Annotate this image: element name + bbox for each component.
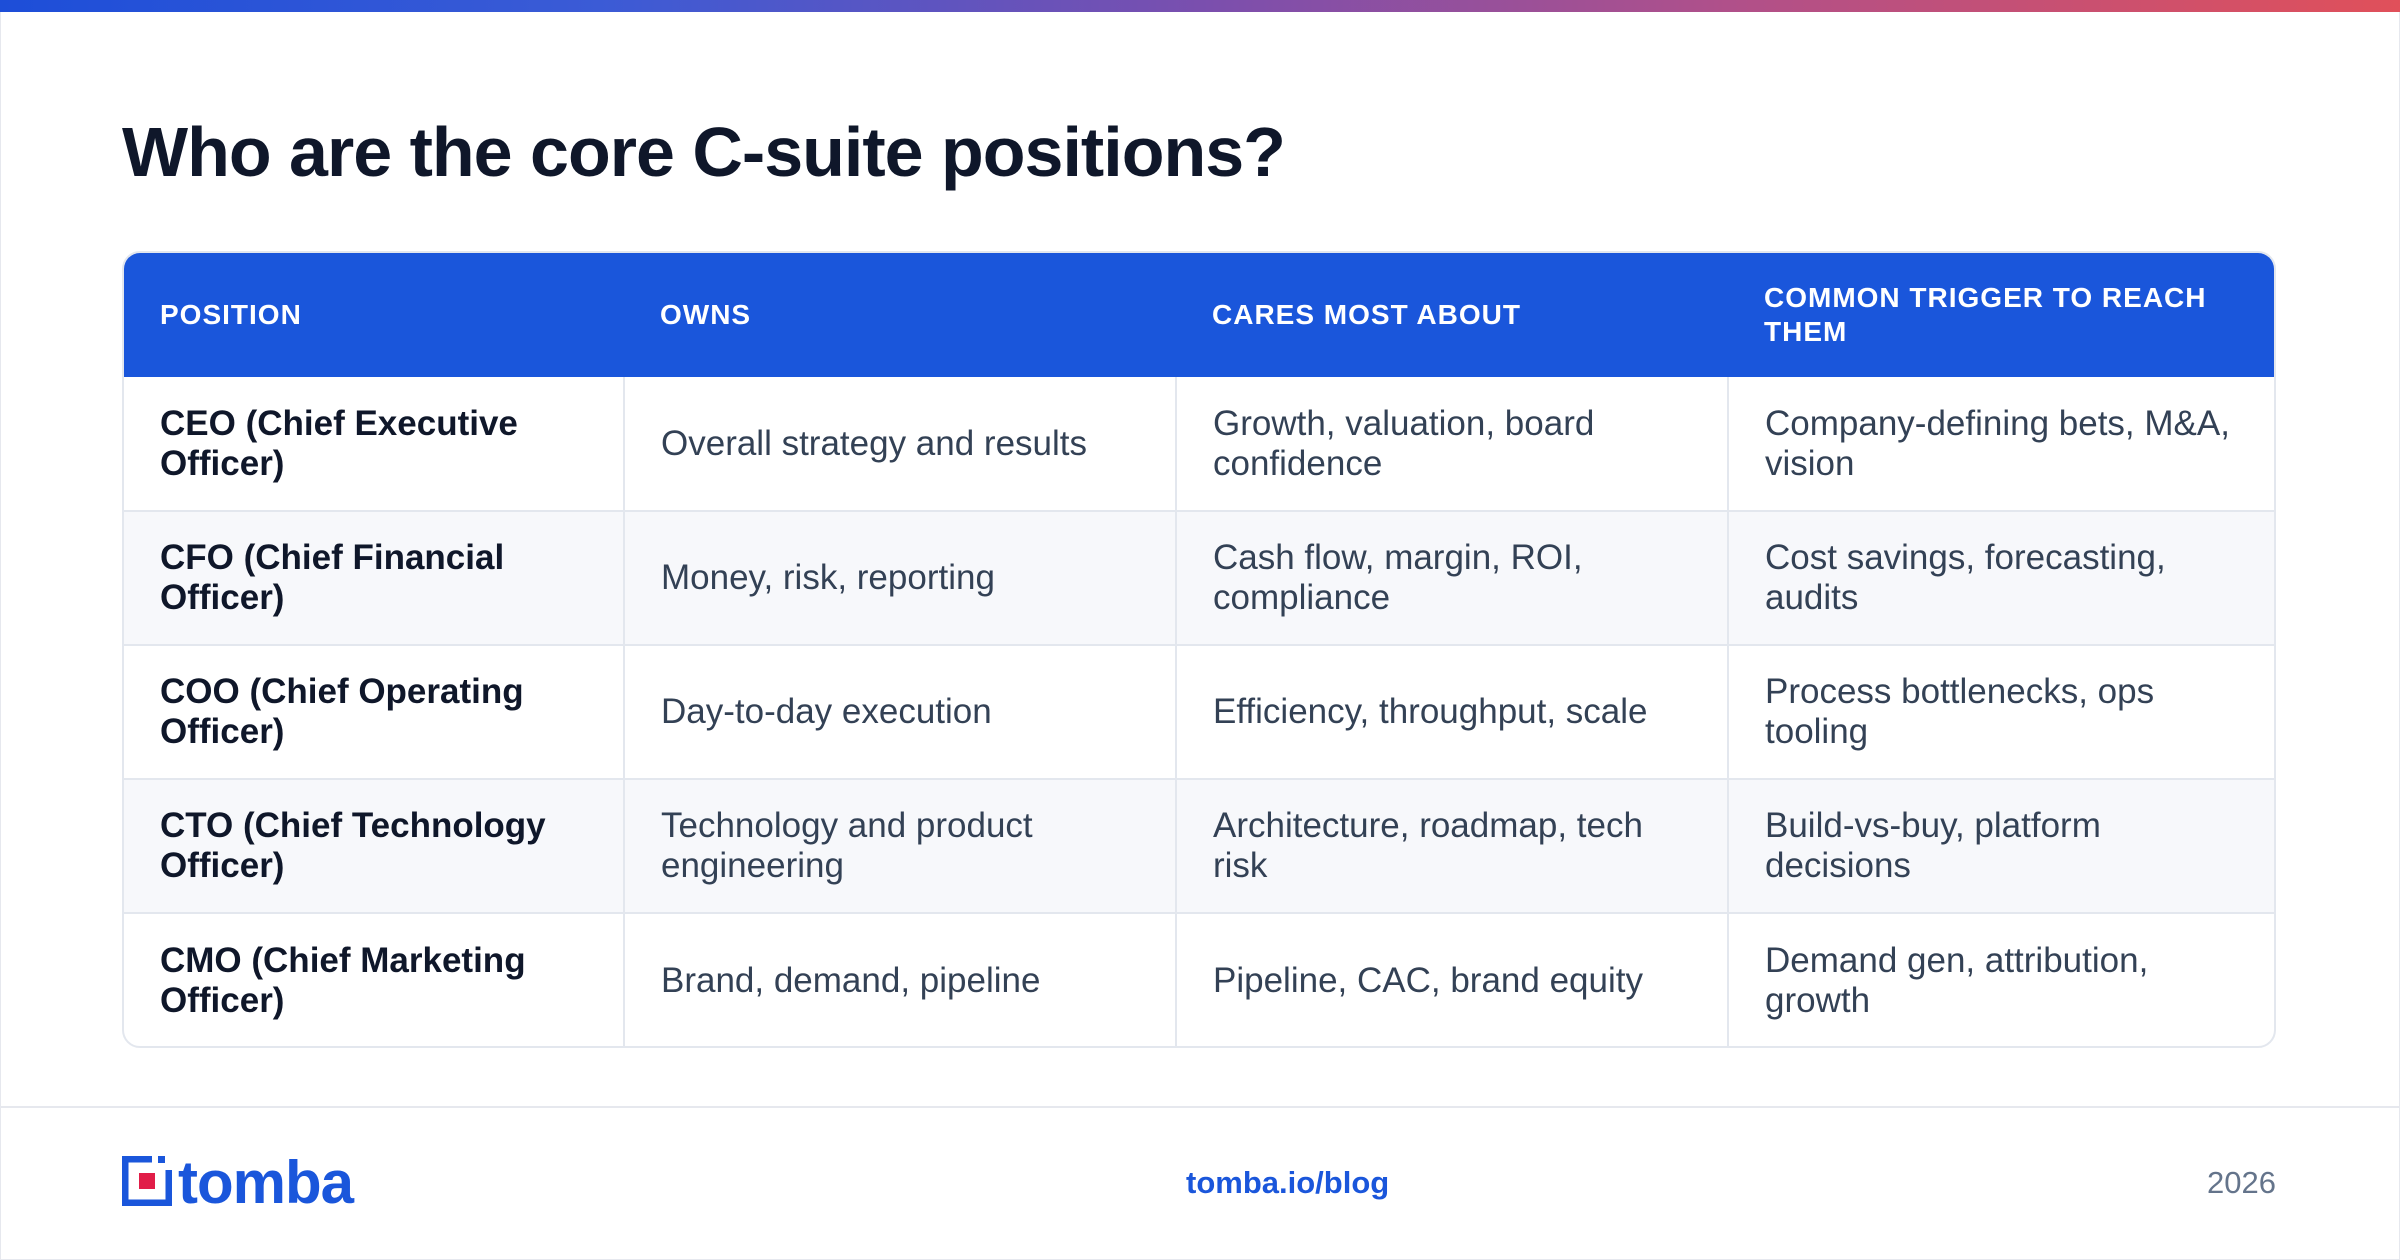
cell-position: CMO (Chief Marketing Officer) bbox=[124, 912, 624, 1046]
logo-wordmark: tomba bbox=[178, 1149, 354, 1216]
cell-trigger: Demand gen, attribution, growth bbox=[1727, 912, 2274, 1046]
cell-owns: Day-to-day execution bbox=[623, 644, 1176, 779]
page-title: Who are the core C-suite positions? bbox=[122, 113, 1286, 191]
cell-cares: Growth, valuation, board confidence bbox=[1175, 377, 1728, 511]
positions-table: POSITION OWNS CARES MOST ABOUT COMMON TR… bbox=[122, 251, 2276, 1048]
cell-trigger: Company-defining bets, M&A, vision bbox=[1727, 377, 2274, 511]
cell-cares: Architecture, roadmap, tech risk bbox=[1175, 778, 1728, 913]
cell-position: CTO (Chief Technology Officer) bbox=[124, 778, 624, 913]
header-position: POSITION bbox=[160, 299, 302, 330]
table-row: CTO (Chief Technology Officer) Technolog… bbox=[124, 778, 2274, 913]
cell-position: COO (Chief Operating Officer) bbox=[124, 644, 624, 779]
cell-owns: Brand, demand, pipeline bbox=[623, 912, 1176, 1046]
cell-cares: Cash flow, margin, ROI, compliance bbox=[1175, 510, 1728, 645]
tomba-logo-icon bbox=[121, 1155, 173, 1211]
header-common-trigger: COMMON TRIGGER TO REACH THEM bbox=[1764, 282, 2207, 347]
cell-position: CEO (Chief Executive Officer) bbox=[160, 403, 518, 483]
table-row: COO (Chief Operating Officer) Day-to-day… bbox=[124, 644, 2274, 779]
tomba-logo: tomba bbox=[121, 1149, 354, 1216]
blog-link[interactable]: tomba.io/blog bbox=[1186, 1165, 1390, 1200]
cell-trigger: Build-vs-buy, platform decisions bbox=[1727, 778, 2274, 913]
footer-divider bbox=[0, 1106, 2400, 1108]
year-label: 2026 bbox=[2207, 1165, 2276, 1200]
table-header-row: POSITION OWNS CARES MOST ABOUT COMMON TR… bbox=[124, 253, 2274, 377]
cell-owns: Overall strategy and results bbox=[623, 377, 1176, 511]
header-owns: OWNS bbox=[660, 299, 752, 330]
top-gradient-bar bbox=[0, 0, 2400, 12]
cell-cares: Efficiency, throughput, scale bbox=[1175, 644, 1728, 779]
cell-owns: Technology and product engineering bbox=[623, 778, 1176, 913]
cell-trigger: Process bottlenecks, ops tooling bbox=[1727, 644, 2274, 779]
cell-position: CFO (Chief Financial Officer) bbox=[124, 510, 624, 645]
cell-trigger: Cost savings, forecasting, audits bbox=[1727, 510, 2274, 645]
table-row: CMO (Chief Marketing Officer) Brand, dem… bbox=[124, 912, 2274, 1046]
table-row: CFO (Chief Financial Officer) Money, ris… bbox=[124, 510, 2274, 645]
header-cares-most-about: CARES MOST ABOUT bbox=[1212, 299, 1521, 330]
cell-cares: Pipeline, CAC, brand equity bbox=[1175, 912, 1728, 1046]
table-row: CEO (Chief Executive Officer) Overall st… bbox=[124, 377, 2274, 511]
cell-owns: Money, risk, reporting bbox=[623, 510, 1176, 645]
